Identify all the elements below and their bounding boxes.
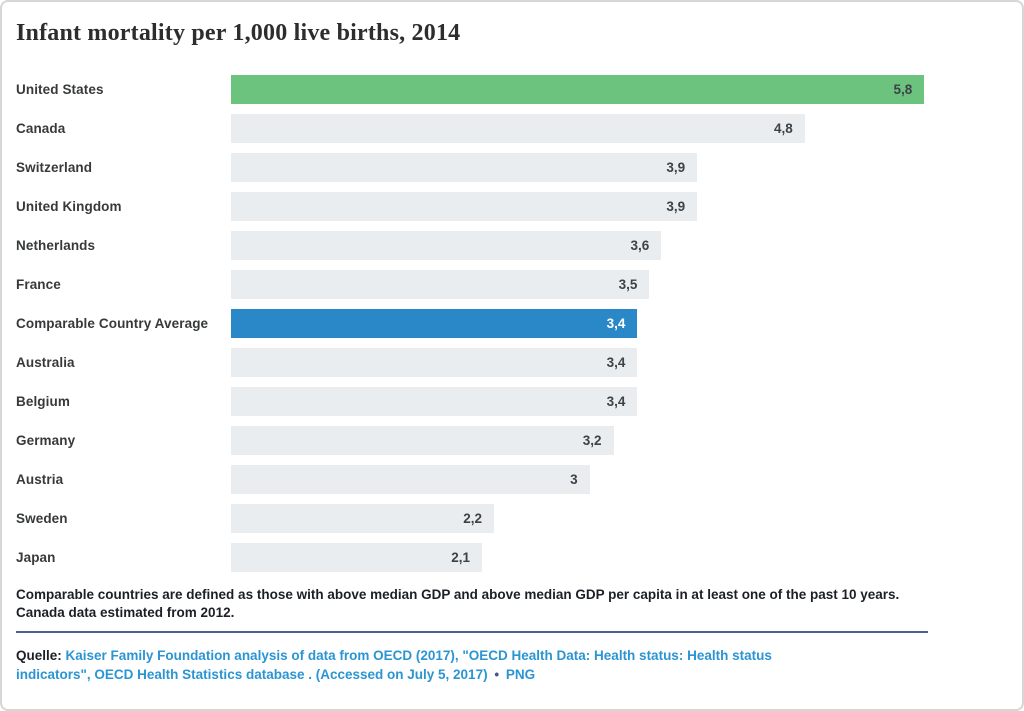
bar-value-label: 3 (570, 472, 578, 487)
chart-row: Sweden 2,2 (16, 504, 1008, 533)
source-line-1: Quelle: Kaiser Family Foundation analysi… (16, 646, 1008, 665)
chart-row: Japan 2,1 (16, 543, 1008, 572)
row-label: United States (16, 82, 104, 97)
bar: 2,1 (231, 543, 483, 572)
bar-track: 3,2 (231, 426, 1008, 455)
divider-line (16, 631, 928, 633)
row-label: Belgium (16, 394, 70, 409)
bar-track: 2,1 (231, 543, 1008, 572)
bar-value-label: 3,9 (666, 160, 686, 175)
bar-chart: United States 5,8 Canada 4,8 Switzerland 3,9 U… (16, 75, 1008, 572)
bar-track: 3,5 (231, 270, 1008, 299)
bar-value-label: 3,4 (606, 394, 626, 409)
bar-value-label: 4,8 (774, 121, 793, 136)
row-label: France (16, 277, 61, 292)
footnote: Comparable countries are defined as thos… (16, 586, 1008, 622)
bar-value-label: 2,1 (451, 550, 471, 565)
row-label: Sweden (16, 511, 68, 526)
footnote-line-2: Canada data estimated from 2012. (16, 605, 235, 620)
bar: 3 (231, 465, 590, 494)
bar-track: 2,2 (231, 504, 1008, 533)
chart-row: Australia 3,4 (16, 348, 1008, 377)
bar: 2,2 (231, 504, 494, 533)
chart-row: Comparable Country Average 3,4 (16, 309, 1008, 338)
bar-value-label: 3,4 (606, 316, 626, 331)
bar: 3,4 (231, 387, 638, 416)
bar-value-label: 5,8 (893, 82, 913, 97)
source-attribution: Quelle: Kaiser Family Foundation analysi… (16, 646, 1008, 684)
source-link-line1[interactable]: Kaiser Family Foundation analysis of dat… (65, 648, 772, 663)
row-label: United Kingdom (16, 199, 122, 214)
bar: 3,4 (231, 309, 638, 338)
bar: 4,8 (231, 114, 805, 143)
bar-value-label: 3,5 (618, 277, 638, 292)
bar-value-label: 3,4 (606, 355, 626, 370)
chart-row: Switzerland 3,9 (16, 153, 1008, 182)
bar-value-label: 3,6 (630, 238, 650, 253)
row-label: Germany (16, 433, 76, 448)
row-label: Switzerland (16, 160, 93, 175)
chart-row: United States 5,8 (16, 75, 1008, 104)
row-label: Comparable Country Average (16, 316, 209, 331)
chart-row: Canada 4,8 (16, 114, 1008, 143)
bar-track: 3,6 (231, 231, 1008, 260)
bar-track: 3,4 (231, 387, 1008, 416)
bar-track: 5,8 (231, 75, 1008, 104)
row-label: Netherlands (16, 238, 96, 253)
row-label: Canada (16, 121, 66, 136)
bar-value-label: 2,2 (463, 511, 482, 526)
chart-row: Austria 3 (16, 465, 1008, 494)
chart-title: Infant mortality per 1,000 live births, … (16, 20, 461, 46)
row-label: Japan (16, 550, 56, 565)
bar: 5,8 (231, 75, 925, 104)
chart-row: Belgium 3,4 (16, 387, 1008, 416)
chart-row: France 3,5 (16, 270, 1008, 299)
row-label: Australia (16, 355, 75, 370)
bar-track: 3,4 (231, 309, 1008, 338)
bar-track: 3,4 (231, 348, 1008, 377)
row-label: Austria (16, 472, 64, 487)
bar-value-label: 3,2 (582, 433, 602, 448)
chart-row: Germany 3,2 (16, 426, 1008, 455)
chart-row: United Kingdom 3,9 (16, 192, 1008, 221)
bar: 3,9 (231, 153, 698, 182)
bar-track: 3,9 (231, 192, 1008, 221)
footnote-line-1: Comparable countries are defined as thos… (16, 587, 900, 602)
bar-track: 3,9 (231, 153, 1008, 182)
bar: 3,5 (231, 270, 650, 299)
source-line-2: indicators", OECD Health Statistics data… (16, 665, 1008, 684)
bar: 3,9 (231, 192, 698, 221)
bar: 3,6 (231, 231, 662, 260)
source-prefix: Quelle: (16, 648, 62, 663)
bar-value-label: 3,9 (666, 199, 686, 214)
chart-row: Netherlands 3,6 (16, 231, 1008, 260)
bar-track: 3 (231, 465, 1008, 494)
bar-track: 4,8 (231, 114, 1008, 143)
png-download-link[interactable]: PNG (505, 667, 536, 682)
bullet-separator: • (494, 667, 500, 682)
bar: 3,4 (231, 348, 638, 377)
bar: 3,2 (231, 426, 614, 455)
source-link-line2[interactable]: indicators", OECD Health Statistics data… (16, 667, 488, 682)
